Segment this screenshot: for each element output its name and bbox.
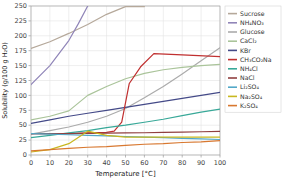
series-line (31, 7, 144, 49)
series-line (31, 131, 220, 152)
legend-swatch (228, 105, 237, 107)
tick-label: 250 (15, 2, 27, 10)
legend-frame (225, 6, 281, 112)
tick-label: 125 (15, 77, 27, 85)
tick-label: 0 (23, 151, 27, 159)
x-axis-label: Temperature [°C] (94, 170, 156, 178)
tick-mark (29, 95, 32, 96)
y-axis-label: Solubility (g/100 g H₂O) (1, 42, 9, 119)
plot-frame (31, 6, 220, 155)
tick-label: 200 (15, 32, 27, 40)
grid-line (201, 6, 202, 155)
legend-label: CH₃CO₂Na (240, 56, 272, 63)
tick-label: 60 (140, 159, 148, 167)
tick-mark (87, 155, 88, 158)
tick-label: 100 (15, 92, 27, 100)
tick-mark (31, 155, 32, 158)
tick-label: 90 (197, 159, 205, 167)
legend-swatch (228, 86, 237, 88)
tick-label: 225 (15, 17, 27, 25)
tick-label: 50 (19, 121, 27, 129)
grid-line (49, 6, 50, 155)
tick-mark (29, 80, 32, 81)
legend-label: NaCl (240, 74, 255, 81)
tick-label: 80 (178, 159, 186, 167)
tick-mark (220, 155, 221, 158)
tick-mark (29, 6, 32, 7)
legend-swatch (228, 22, 237, 24)
legend-swatch (228, 13, 237, 15)
tick-label: 150 (15, 62, 27, 70)
tick-mark (29, 20, 32, 21)
legend-label: Glucose (240, 28, 265, 35)
series-line (31, 131, 220, 133)
tick-label: 40 (102, 159, 110, 167)
legend-swatch (228, 50, 237, 52)
legend-label: NH₄Cl (240, 65, 258, 72)
tick-label: 70 (159, 159, 167, 167)
tick-mark (29, 110, 32, 111)
tick-mark (29, 140, 32, 141)
tick-label: 10 (46, 159, 54, 167)
tick-mark (29, 125, 32, 126)
tick-mark (68, 155, 69, 158)
legend-label: KBr (240, 47, 251, 54)
tick-mark (163, 155, 164, 158)
series-line (31, 109, 220, 138)
legend-swatch (228, 68, 237, 70)
series-line (31, 54, 220, 134)
tick-label: 25 (19, 136, 27, 144)
series-line (31, 48, 220, 134)
series-line (31, 64, 220, 119)
legend: Sucrose NH₄NO₃ Glucose CaCl₂ KBr CH₃CO₂Na NH₄C… (225, 6, 281, 112)
tick-mark (144, 155, 145, 158)
tick-mark (29, 65, 32, 66)
tick-label: 50 (121, 159, 129, 167)
legend-swatch (228, 77, 237, 79)
legend-swatch (228, 59, 237, 61)
tick-label: 30 (84, 159, 92, 167)
tick-label: 75 (19, 107, 27, 115)
legend-swatch (228, 40, 237, 42)
plot-area (31, 6, 220, 155)
tick-mark (29, 35, 32, 36)
legend-label: NH₄NO₃ (240, 19, 264, 26)
tick-mark (182, 155, 183, 158)
tick-mark (29, 50, 32, 51)
legend-label: Na₂SO₄ (240, 93, 263, 100)
legend-label: CaCl₂ (240, 37, 257, 44)
series-line (31, 6, 88, 85)
legend-swatch (228, 96, 237, 98)
chart: 0 25 50 75 100 125 150 175 200 225 250 0 10 20 30 40 50 6… (0, 0, 282, 179)
tick-mark (201, 155, 202, 158)
series-line (31, 92, 220, 123)
legend-swatch (228, 31, 237, 33)
legend-label: Li₂SO₄ (240, 83, 259, 90)
tick-label: 100 (214, 159, 226, 167)
series-line (31, 141, 220, 151)
tick-mark (29, 155, 32, 156)
legend-label: Sucrose (240, 10, 265, 17)
tick-label: 0 (29, 159, 33, 167)
legend-label: K₂SO₄ (240, 102, 258, 109)
tick-mark (125, 155, 126, 158)
tick-label: 20 (65, 159, 73, 167)
tick-label: 175 (15, 47, 27, 55)
tick-mark (49, 155, 50, 158)
series-group (31, 6, 220, 152)
tick-mark (106, 155, 107, 158)
